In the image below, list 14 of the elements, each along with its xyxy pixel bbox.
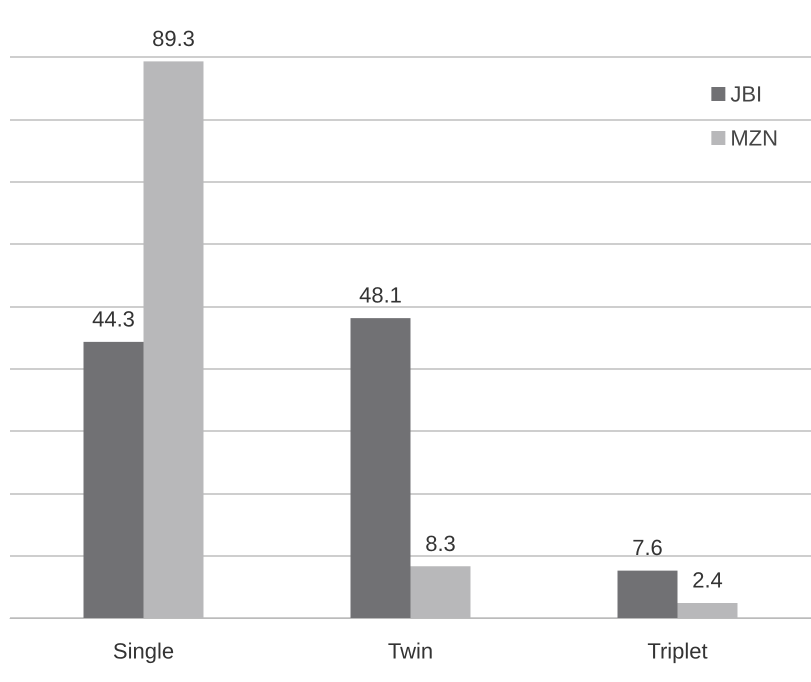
x-tick-label: Twin <box>388 638 434 664</box>
bar <box>350 318 410 618</box>
data-label: 44.3 <box>92 306 135 332</box>
bar <box>618 570 678 618</box>
legend-label: JBI <box>730 82 762 106</box>
data-label: 2.4 <box>692 568 723 593</box>
legend-label: MZN <box>730 126 778 150</box>
data-label: 7.6 <box>632 535 663 560</box>
x-tick-label: Triplet <box>647 638 708 664</box>
x-tick-label: Single <box>112 638 174 664</box>
data-label: 89.3 <box>152 26 195 51</box>
data-label: 8.3 <box>425 530 456 556</box>
data-label: 48.1 <box>359 282 402 308</box>
bar <box>84 342 144 618</box>
